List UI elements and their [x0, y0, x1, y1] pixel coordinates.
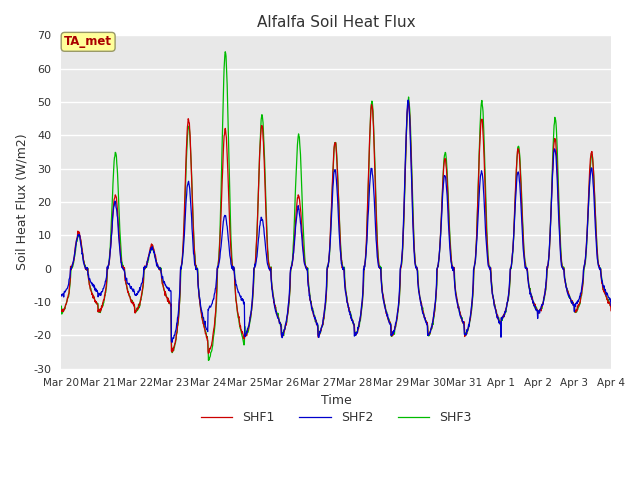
SHF3	[494, 314, 502, 320]
Line: SHF2: SHF2	[61, 100, 611, 342]
SHF1	[422, 319, 430, 324]
SHF2	[180, 236, 188, 242]
SHF3	[607, 303, 615, 309]
SHF3	[242, 332, 250, 337]
SHF1	[205, 350, 212, 356]
Text: TA_met: TA_met	[64, 36, 112, 48]
SHF1	[494, 316, 502, 322]
Title: Alfalfa Soil Heat Flux: Alfalfa Soil Heat Flux	[257, 15, 415, 30]
SHF1	[180, 230, 188, 236]
Line: SHF3: SHF3	[61, 52, 611, 360]
SHF1	[543, 279, 550, 285]
SHF3	[422, 318, 430, 324]
Y-axis label: Soil Heat Flux (W/m2): Soil Heat Flux (W/m2)	[15, 133, 28, 270]
SHF3	[180, 237, 188, 242]
SHF2	[58, 292, 65, 298]
SHF3	[205, 358, 212, 363]
X-axis label: Time: Time	[321, 394, 351, 407]
SHF1	[242, 333, 250, 338]
SHF3	[58, 303, 65, 309]
SHF1	[607, 308, 615, 313]
SHF2	[168, 339, 176, 345]
SHF3	[543, 279, 550, 285]
SHF2	[422, 319, 430, 324]
SHF3	[221, 49, 229, 55]
SHF1	[404, 98, 412, 104]
SHF3	[166, 300, 174, 306]
Line: SHF1: SHF1	[61, 101, 611, 353]
SHF2	[404, 97, 412, 103]
SHF2	[242, 332, 250, 337]
SHF1	[58, 307, 65, 313]
Legend: SHF1, SHF2, SHF3: SHF1, SHF2, SHF3	[196, 406, 477, 429]
SHF2	[543, 275, 550, 280]
SHF2	[607, 302, 615, 308]
SHF1	[166, 300, 174, 306]
SHF2	[494, 314, 502, 320]
SHF2	[166, 288, 174, 293]
